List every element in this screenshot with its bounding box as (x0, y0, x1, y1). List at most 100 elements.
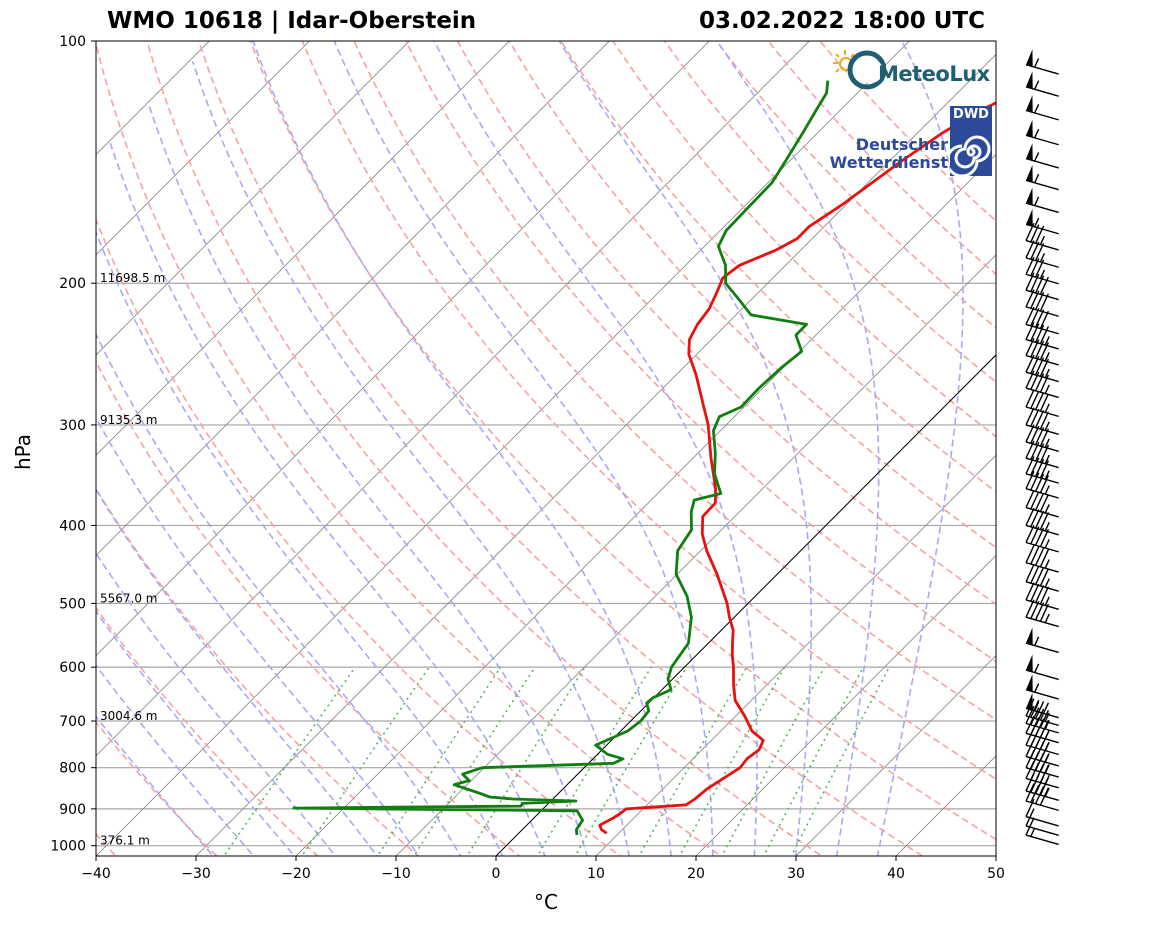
moist-adiabats (96, 41, 964, 856)
x-tick-label: 20 (687, 866, 705, 882)
moist-adiabat (96, 332, 462, 856)
wind-barb (1025, 119, 1059, 146)
wind-barb (1025, 627, 1059, 654)
dry-adiabat (96, 359, 521, 856)
zero-isotherm (495, 354, 996, 856)
y-tick-label: 700 (59, 714, 86, 730)
moist-adiabat (558, 41, 813, 856)
height-labels: 11698.5 m 9135.3 m 5567.0 m 3004.6 m 376.1 m (100, 271, 165, 847)
wind-barb (1025, 564, 1059, 592)
mixing-ratio-line (790, 666, 891, 856)
wind-barb (1025, 524, 1059, 553)
moist-adiabat (148, 104, 588, 856)
isotherm-line (195, 53, 996, 856)
meteolux-logo: MeteoLux (830, 46, 995, 96)
dewpoint-profile (292, 80, 830, 836)
moist-adiabat (96, 551, 337, 856)
wind-barb (1025, 208, 1059, 235)
dry-adiabat (611, 41, 996, 438)
dry-adiabat (818, 41, 996, 223)
x-tick-label: 0 (492, 866, 501, 882)
wind-barb (1025, 187, 1059, 214)
sounding-profiles (292, 80, 996, 836)
height-label: 5567.0 m (100, 591, 158, 605)
dry-adiabat (249, 41, 996, 841)
dry-adiabat (197, 41, 925, 856)
mixing-ratio-line (376, 666, 502, 856)
dry-adiabats (96, 41, 996, 856)
dwd-box-label: DWD (953, 107, 989, 122)
mixing-ratio-line (222, 666, 356, 856)
wind-barb (1025, 750, 1059, 778)
isotherm-line (795, 655, 996, 856)
wind-barb (1025, 692, 1059, 719)
wind-barb (1025, 143, 1059, 169)
wind-barb (1025, 49, 1059, 75)
mixing-ratio-line (762, 666, 865, 856)
x-tick-label: 10 (587, 866, 605, 882)
y-tick-label: 200 (59, 276, 86, 292)
wind-barb (1025, 798, 1059, 827)
y-tick-label: 500 (59, 596, 86, 612)
x-tick-label: −10 (381, 866, 411, 882)
wind-barb (1025, 674, 1059, 700)
dry-adiabat (96, 41, 723, 856)
wind-barb (1025, 507, 1059, 536)
x-tick-label: −30 (181, 866, 211, 882)
x-tick-label: −40 (81, 866, 111, 882)
wind-barb (1025, 545, 1059, 573)
temperature-profile (598, 101, 996, 835)
meteolux-wordmark: MeteoLux (878, 62, 990, 86)
zero-degree-isotherm (495, 354, 996, 856)
moist-adiabat (96, 610, 296, 856)
spiral-icon (950, 135, 991, 176)
dry-adiabat (663, 41, 996, 384)
moist-adiabat (109, 143, 546, 856)
chart-title-station: WMO 10618 | Idar-Oberstein (107, 8, 477, 34)
plot-frame (95, 40, 997, 857)
dry-adiabat (301, 41, 996, 780)
wind-barb (1025, 306, 1059, 335)
wind-barb (1025, 240, 1059, 268)
wind-barb (1025, 164, 1059, 191)
isotherm-line (695, 554, 996, 856)
dry-adiabat (353, 41, 996, 721)
mixing-ratio-line (466, 666, 586, 856)
mixing-ratio-line (536, 666, 652, 856)
isotherm-line (995, 855, 996, 856)
isotherm-line (595, 454, 996, 856)
x-axis-ticks: −40 −30 −20 −10 0 10 20 30 40 50 (81, 856, 1005, 882)
moist-adiabat (716, 41, 880, 856)
x-tick-label: 30 (787, 866, 805, 882)
height-label: 3004.6 m (100, 709, 158, 723)
wind-barb (1025, 370, 1059, 399)
dry-adiabat (456, 41, 996, 606)
mixing-ratio-line (678, 666, 786, 856)
y-tick-label: 300 (59, 418, 86, 434)
isotherm-line (96, 41, 610, 556)
mixing-ratio-line (300, 666, 430, 856)
wind-barb (1025, 321, 1059, 350)
mixing-ratio-line (721, 666, 826, 856)
dry-adiabat (508, 41, 996, 549)
moist-adiabat (96, 416, 420, 856)
wind-barb (1025, 407, 1059, 435)
wind-barb (1025, 456, 1059, 484)
mixing-ratio-lines (222, 666, 891, 856)
y-tick-label: 600 (59, 660, 86, 676)
wind-barb (1025, 582, 1059, 610)
moist-adiabat (876, 41, 964, 856)
moist-adiabat (433, 41, 758, 856)
wind-barb (1025, 337, 1059, 366)
isotherm-line (96, 41, 210, 156)
chart-title-datetime: 03.02.2022 18:00 UTC (699, 8, 985, 34)
moist-adiabat (96, 230, 504, 856)
y-tick-label: 900 (59, 802, 86, 818)
dwd-logo: Deutscher Wetterdienst DWD (830, 104, 995, 182)
moist-adiabat (333, 41, 714, 856)
x-tick-label: 50 (987, 866, 1005, 882)
height-label: 376.1 m (100, 834, 150, 848)
dry-adiabat (96, 721, 218, 856)
wind-barbs (1025, 49, 1059, 846)
